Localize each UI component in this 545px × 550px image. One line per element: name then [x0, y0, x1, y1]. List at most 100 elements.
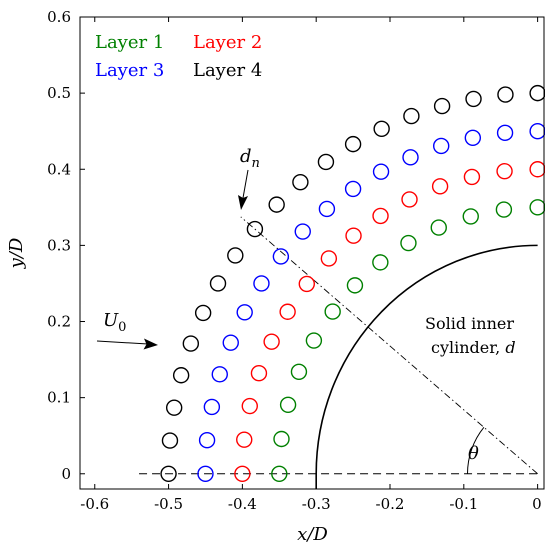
- data-point: [227, 247, 244, 264]
- angle-label: θ: [468, 443, 479, 464]
- data-point: [401, 191, 418, 208]
- series-1: [271, 199, 545, 482]
- data-point: [211, 366, 228, 383]
- data-point: [344, 180, 362, 198]
- axes-box: [79, 16, 545, 490]
- flow-arrow-line: [96, 340, 149, 345]
- x-tick-label: 0: [532, 495, 542, 513]
- x-tick-label: -0.5: [154, 495, 183, 513]
- cylinder-label-line2: cylinder, d: [431, 338, 516, 357]
- series-3: [197, 122, 545, 482]
- data-point: [236, 304, 253, 321]
- plot-content: [139, 84, 545, 489]
- x-axis-label: x/D: [297, 524, 328, 545]
- data-point: [246, 220, 264, 238]
- legend-entry: Layer 1: [95, 32, 164, 53]
- data-point: [324, 303, 341, 320]
- y-tick-label: 0.4: [47, 160, 71, 178]
- flow-arrow-head: [143, 338, 158, 350]
- data-point: [431, 178, 449, 195]
- data-point: [529, 84, 545, 102]
- data-point: [182, 335, 200, 352]
- data-point: [250, 364, 268, 382]
- y-tick-label: 0.6: [47, 8, 71, 26]
- data-point: [253, 275, 270, 292]
- data-point: [172, 367, 190, 384]
- data-point: [529, 122, 545, 140]
- data-point: [209, 275, 227, 292]
- data-point: [345, 227, 362, 244]
- flow-velocity-subscript: 0: [118, 320, 126, 335]
- data-point: [165, 399, 183, 416]
- data-point: [433, 137, 450, 155]
- data-point: [273, 430, 290, 448]
- data-point: [465, 90, 482, 108]
- x-tick-label: -0.3: [302, 495, 331, 513]
- data-point: [203, 398, 221, 416]
- data-point: [279, 303, 296, 320]
- data-point: [294, 223, 311, 240]
- data-point: [344, 135, 362, 153]
- data-point: [263, 333, 280, 350]
- data-point: [241, 397, 258, 415]
- data-point: [372, 163, 390, 180]
- data-point: [279, 396, 297, 414]
- data-point: [495, 201, 513, 218]
- y-tick-label: 0.1: [47, 389, 71, 407]
- data-point: [462, 208, 479, 225]
- data-point: [292, 173, 309, 191]
- data-point: [317, 153, 335, 171]
- data-point: [197, 465, 214, 482]
- data-point: [236, 431, 253, 448]
- data-point: [268, 196, 285, 213]
- data-point: [496, 162, 513, 180]
- spacing-arrow-head: [238, 195, 248, 210]
- data-point: [372, 207, 389, 225]
- y-tick-label: 0: [61, 465, 71, 483]
- legend-entry: Layer 4: [193, 60, 262, 81]
- legend-entry: Layer 2: [193, 32, 262, 53]
- x-tick-label: -0.2: [376, 495, 405, 513]
- y-tick-label: 0.2: [47, 313, 71, 331]
- inner-cylinder-arc: [315, 244, 538, 489]
- data-point: [529, 161, 545, 178]
- data-point: [400, 234, 417, 252]
- series-4: [160, 84, 545, 482]
- legend-entry: Layer 3: [95, 60, 164, 81]
- data-point: [463, 168, 481, 186]
- data-point: [234, 465, 251, 482]
- data-point: [433, 97, 451, 115]
- data-point: [430, 219, 447, 236]
- data-point: [373, 120, 390, 137]
- flow-velocity-label: U0: [103, 310, 126, 335]
- data-point: [160, 465, 177, 482]
- axis-ticks: -0.6 -0.5 -0.4 -0.3 -0.2 -0.1 0 0 0.1 0.2 0.3 0.4 0.…: [6, 8, 542, 545]
- data-point: [497, 86, 514, 103]
- cylinder-label-symbol: d: [505, 338, 515, 357]
- data-point: [272, 248, 290, 265]
- x-tick-label: -0.1: [449, 495, 478, 513]
- cylinder-label-line1: Solid inner: [425, 314, 514, 333]
- legend: Layer 1 Layer 2 Layer 3 Layer 4: [95, 32, 262, 81]
- spacing-label: dn: [240, 146, 260, 171]
- data-point: [305, 332, 323, 349]
- data-point: [464, 129, 482, 146]
- data-point: [346, 277, 364, 294]
- data-point: [496, 124, 514, 142]
- x-tick-label: -0.4: [228, 495, 257, 513]
- angle-arc: [467, 426, 485, 474]
- data-point: [318, 200, 336, 218]
- data-point: [161, 432, 179, 449]
- x-tick-label: -0.6: [80, 495, 109, 513]
- data-point: [290, 363, 308, 381]
- spacing-subscript: n: [252, 156, 260, 171]
- data-point: [402, 149, 419, 166]
- data-point: [372, 254, 389, 271]
- data-point: [198, 431, 216, 449]
- y-tick-label: 0.3: [47, 236, 71, 254]
- data-point: [271, 465, 288, 482]
- spacing-arrow-line: [242, 169, 249, 199]
- data-point: [320, 250, 338, 267]
